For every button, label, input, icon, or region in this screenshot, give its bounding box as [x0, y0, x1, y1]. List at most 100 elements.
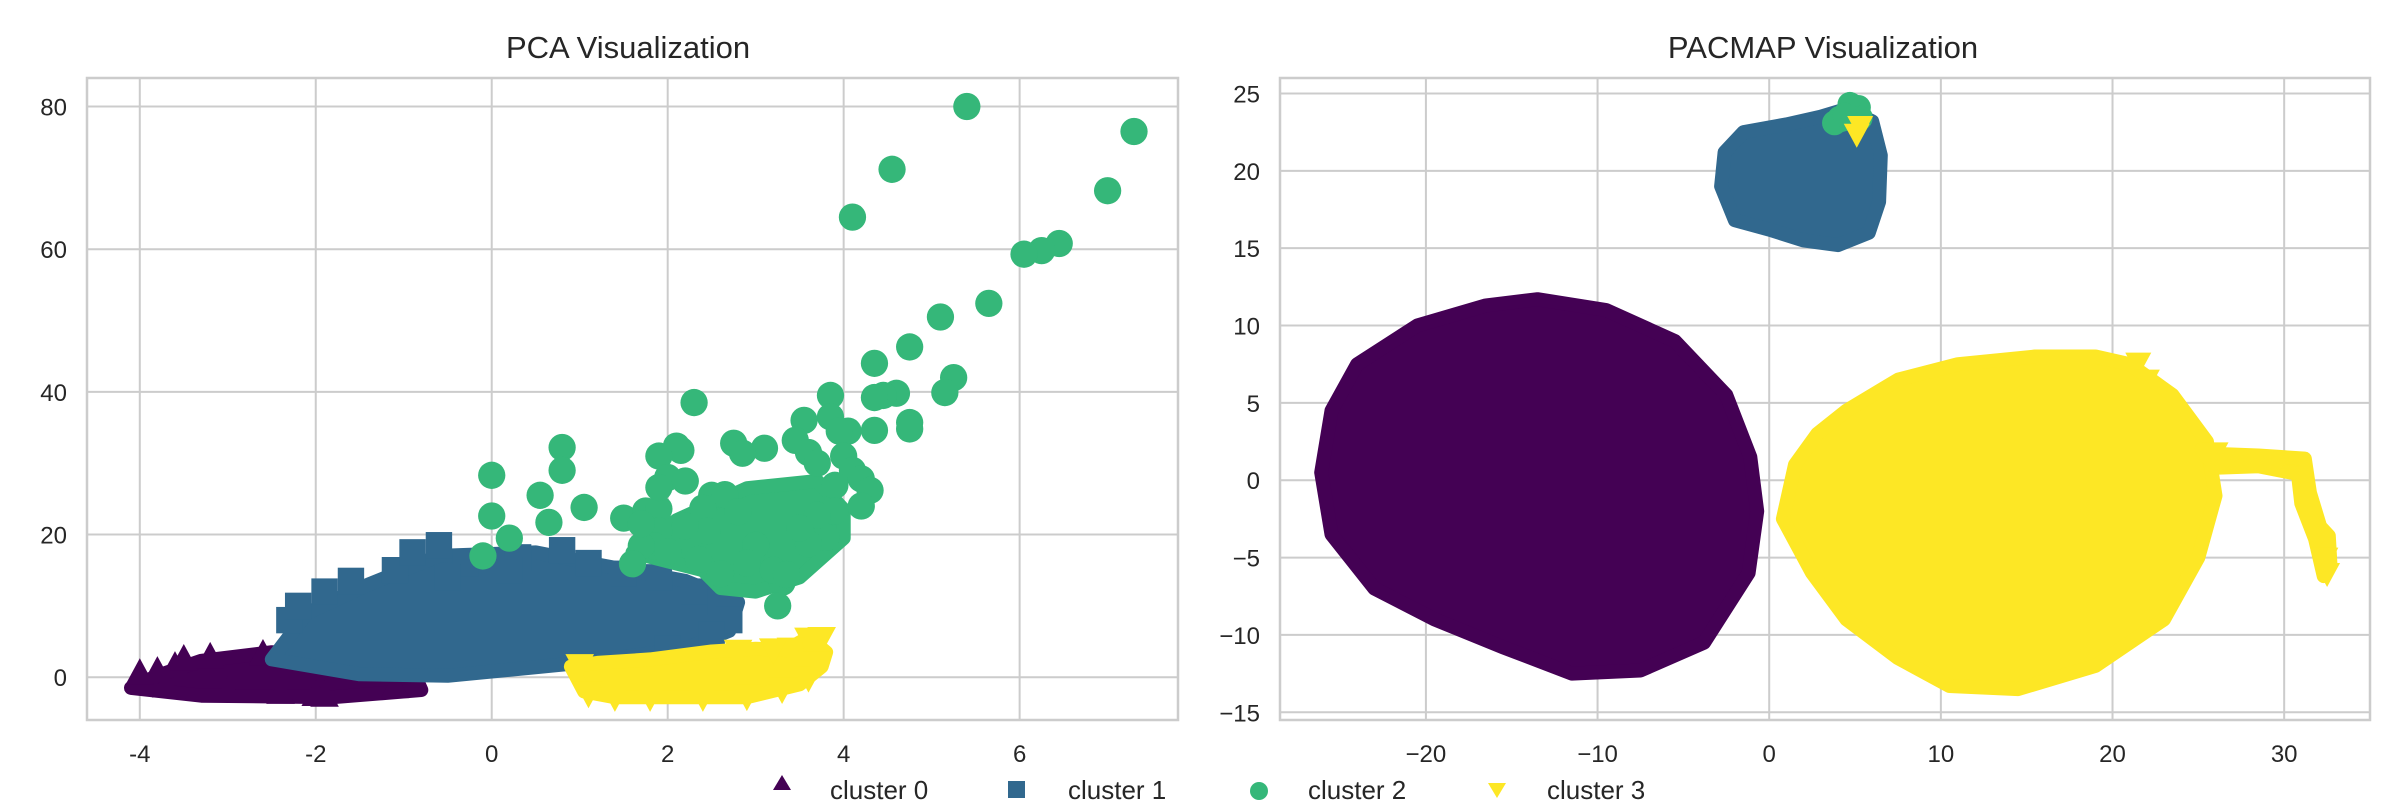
pca-xtick-label-3: 2: [661, 741, 674, 768]
pca-ytick-label-0: 0: [54, 665, 67, 692]
pca-cluster-2-point-30: [728, 439, 757, 467]
pca-cluster-2-point-9: [926, 303, 955, 331]
pca-cluster-2-point-11: [860, 349, 889, 377]
pacmap-data: [1314, 91, 2341, 697]
pca-cluster-1-point-19: [496, 557, 523, 584]
pca-cluster-1-point-6: [425, 532, 453, 559]
pca-cluster-1-point-9: [548, 537, 576, 564]
pacmap-ytick-label-1: −10: [1219, 623, 1260, 650]
pca-cluster-1-point-12: [645, 564, 673, 591]
pca-cluster-3-point-9: [688, 685, 718, 712]
pca-cluster-2-point-17: [816, 381, 845, 410]
pca-cluster-1-point-13: [680, 578, 708, 605]
pca-cluster-2-point-61: [495, 524, 523, 552]
pca-xtick-label-0: -4: [129, 741, 150, 768]
pacmap-ytick-label-0: −15: [1219, 700, 1260, 727]
pca-cluster-1-point-5: [399, 539, 426, 566]
pacmap-series-cluster-2: [1822, 91, 1873, 136]
pca-cluster-2-point-7: [1010, 240, 1038, 268]
pca-xtick-label-5: 6: [1013, 741, 1026, 768]
pca-cluster-0-point-10: [266, 677, 295, 704]
pca-cluster-2-point-73: [684, 545, 713, 574]
pca-cluster-2-point-49: [548, 433, 576, 462]
pca-chart-title: PCA Visualization: [506, 30, 750, 65]
pca-cluster-3-point-1: [807, 626, 836, 654]
pacmap-cluster-0-region-0: [1314, 292, 1765, 681]
pca-cluster-2-point-62: [645, 442, 673, 470]
pacmap-xtick-label-2: 0: [1763, 741, 1776, 768]
pacmap-cluster-3-point-2: [2125, 352, 2152, 377]
pca-cluster-2-point-77: [733, 549, 761, 577]
pca-cluster-3-point-13: [802, 651, 832, 679]
pca-cluster-2-point-50: [548, 456, 576, 484]
pca-xtick-label-1: -2: [305, 741, 326, 768]
pca-cluster-2-point-46: [764, 592, 792, 620]
pca-cluster-0-point-4: [195, 641, 225, 669]
pca-cluster-3-point-4: [723, 639, 753, 667]
pacmap-cluster-3-point-5: [2314, 563, 2341, 588]
pca-plot-frame: [85, 76, 1180, 722]
pca-cluster-2-point-47: [478, 461, 506, 489]
pca-cluster-2-point-25: [680, 388, 708, 417]
legend-entry-cluster-0: cluster 0: [773, 775, 928, 800]
pca-cluster-1-point-18: [434, 564, 461, 591]
legend: cluster 0 cluster 1 cluster 2 cluster 3: [773, 775, 1645, 800]
pacmap-ytick-label-3: 0: [1247, 468, 1260, 495]
pca-ytick-label-1: 20: [40, 523, 67, 550]
pca-cluster-2-point-65: [645, 473, 673, 502]
pacmap-xtick-label-0: −20: [1406, 741, 1447, 768]
pacmap-cluster-1-region-0: [1714, 101, 1888, 253]
pca-cluster-2-point-3: [1093, 177, 1122, 205]
pca-cluster-2-point-20: [860, 416, 889, 445]
pacmap-cluster-3-point-3: [2133, 369, 2160, 394]
pacmap-series-cluster-3: [1775, 115, 2341, 697]
pacmap-xtick-label-4: 20: [2099, 741, 2126, 768]
pacmap-xtick-label-3: 10: [1928, 741, 1955, 768]
pca-cluster-0-point-11: [213, 676, 243, 703]
pca-cluster-2-point-72: [706, 560, 735, 588]
legend-marker-cluster-2: [1250, 782, 1268, 800]
pca-cluster-2-point-8: [975, 289, 1003, 318]
pca-cluster-2-point-51: [526, 481, 554, 509]
legend-entry-cluster-1: cluster 1: [1008, 775, 1166, 800]
pca-ytick-label-4: 80: [40, 95, 67, 122]
pca-cluster-0-point-12: [151, 671, 181, 698]
pca-cluster-1-point-2: [311, 578, 338, 605]
legend-label-cluster-2: cluster 2: [1308, 775, 1406, 800]
pca-series-cluster-2: [469, 92, 1148, 620]
pca-cluster-2-point-27: [667, 436, 695, 464]
pca-ytick-label-3: 60: [40, 237, 67, 264]
pca-series-cluster-1: [264, 532, 746, 683]
pca-cluster-2-point-29: [750, 434, 779, 462]
pca-cluster-2-point-76: [627, 510, 655, 538]
pacmap-ytick-label-5: 10: [1233, 314, 1260, 341]
pca-cluster-2-point-16: [860, 383, 889, 412]
pca-cluster-3-point-10: [732, 684, 762, 712]
pca-cluster-2-point-0: [953, 92, 981, 121]
pca-cluster-3-point-11: [767, 677, 797, 705]
pca-cluster-2-point-68: [689, 494, 717, 522]
pca-cluster-1-point-1: [284, 592, 312, 620]
legend-entry-cluster-2: cluster 2: [1250, 775, 1406, 800]
pca-cluster-2-point-69: [724, 498, 752, 526]
legend-label-cluster-3: cluster 3: [1547, 775, 1645, 800]
pca-cluster-2-point-38: [821, 471, 849, 499]
pacmap-ytick-label-7: 20: [1233, 159, 1260, 186]
pca-cluster-2-point-19: [896, 415, 924, 443]
pca-cluster-3-point-8: [635, 685, 665, 712]
pacmap-axes: −20 −10 0 10 20 30 −15 −10 −5 0 5 10 15 20 25: [1219, 76, 2372, 768]
pca-xtick-label-2: 0: [485, 741, 498, 768]
pacmap-series-cluster-0: [1314, 292, 1765, 681]
legend-entry-cluster-3: cluster 3: [1488, 775, 1645, 800]
legend-marker-cluster-3: [1488, 783, 1506, 798]
pacmap-xtick-label-5: 30: [2271, 741, 2298, 768]
pacmap-cluster-3-point-4: [2202, 442, 2229, 467]
pca-xtick-label-4: 4: [837, 741, 850, 768]
pca-cluster-2-point-60: [469, 542, 497, 570]
pca-cluster-3-point-6: [574, 681, 603, 709]
pacmap-cluster-3-point-1: [1847, 115, 1874, 140]
pacmap-ytick-label-6: 15: [1233, 236, 1260, 263]
pca-cluster-2-point-78: [772, 560, 801, 589]
pca-cluster-2-point-64: [671, 467, 699, 495]
